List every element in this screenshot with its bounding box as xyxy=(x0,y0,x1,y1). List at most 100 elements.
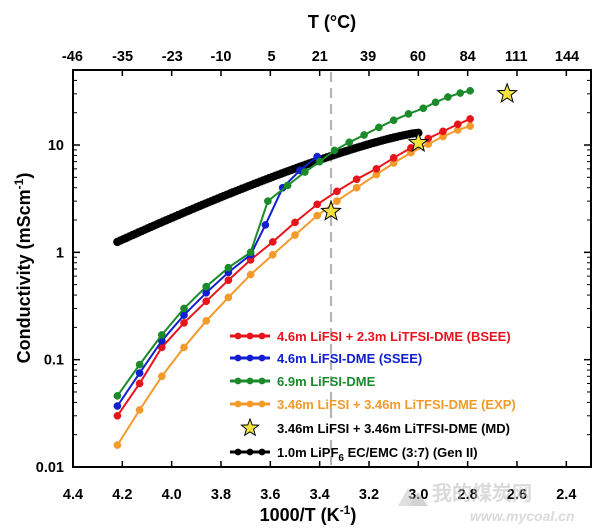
x-tick-label: 2.8 xyxy=(458,487,478,503)
y-tick-label: 0.01 xyxy=(36,460,64,476)
top-tick-label: 84 xyxy=(460,49,476,65)
series-point xyxy=(113,402,122,410)
series-point xyxy=(333,187,341,196)
watermark: 我的煤炭网 www.mycoal.cn xyxy=(398,481,575,524)
x-tick-label: 4.0 xyxy=(162,487,182,503)
series-point xyxy=(180,343,188,352)
series-point xyxy=(113,411,122,420)
series-line xyxy=(116,155,318,407)
series-point xyxy=(431,98,440,107)
series-point xyxy=(466,86,474,95)
series-point xyxy=(224,263,233,272)
series-point xyxy=(135,379,144,388)
plot-frame xyxy=(72,69,592,468)
series-point xyxy=(202,297,211,306)
series-point xyxy=(113,392,122,400)
md-star-point xyxy=(496,82,518,104)
series-point xyxy=(456,89,465,97)
legend-marker xyxy=(258,400,266,408)
series-point xyxy=(224,293,233,302)
series-point xyxy=(268,238,277,246)
series-point xyxy=(333,197,341,205)
x-axis-title: 1000/T (K-1) xyxy=(260,503,357,525)
legend-marker xyxy=(234,332,242,340)
x-axis-title-tail: ) xyxy=(350,505,356,525)
series-point xyxy=(345,138,354,147)
legend-marker xyxy=(258,332,266,340)
x-tick-label: 3.8 xyxy=(211,487,231,503)
series-point xyxy=(330,146,339,155)
y-tick-label: 0.1 xyxy=(44,353,64,369)
y-tick-label: 1 xyxy=(56,245,64,261)
series-point xyxy=(283,181,292,190)
data-series xyxy=(113,86,474,449)
series-point xyxy=(202,316,211,325)
legend-label: 3.46m LiFSI + 3.46m LiTFSI-DME (EXP) xyxy=(277,397,516,412)
legend-label: 3.46m LiFSI + 3.46m LiTFSI-DME (MD) xyxy=(277,421,510,436)
legend-marker xyxy=(258,448,266,456)
legend-label: 1.0m LiPF6 EC/EMC (3:7) (Gen II) xyxy=(277,445,478,464)
series-0 xyxy=(113,115,474,420)
legend-marker xyxy=(258,354,266,362)
series-1 xyxy=(113,152,322,410)
legend-label: 4.6m LiFSI + 2.3m LiTFSI-DME (BSEE) xyxy=(277,329,511,344)
md-stars xyxy=(320,82,518,221)
series-2 xyxy=(113,86,474,400)
series-point xyxy=(291,218,299,227)
legend-label: 4.6m LiFSI-DME (SSEE) xyxy=(277,351,422,366)
series-point xyxy=(202,282,211,291)
legend-marker xyxy=(234,377,242,385)
x-tick-label: 3.6 xyxy=(260,487,280,503)
series-point xyxy=(453,120,462,129)
series-point xyxy=(313,211,322,220)
series-point xyxy=(389,116,398,125)
series-point xyxy=(404,110,413,118)
top-tick-label: -10 xyxy=(210,49,231,65)
y-axis-title-sup: -1 xyxy=(12,178,26,189)
legend-marker xyxy=(246,377,254,385)
md-star-point xyxy=(407,131,430,152)
legend-marker xyxy=(246,354,254,362)
series-point xyxy=(352,183,361,192)
legend-marker xyxy=(234,400,242,408)
series-gen-ii xyxy=(113,128,423,247)
series-point xyxy=(135,360,144,369)
top-tick-label: -23 xyxy=(162,49,183,65)
watermark-title: 我的煤炭网 xyxy=(432,481,532,505)
series-point xyxy=(113,441,122,449)
x-tick-label: 3.4 xyxy=(310,487,330,503)
axis-ticks: 4.44.24.03.83.63.43.23.02.82.62.4-46-35-… xyxy=(36,49,591,503)
series-point xyxy=(301,168,309,176)
series-point xyxy=(224,276,233,285)
x-tick-label: 4.4 xyxy=(63,487,83,503)
y-axis-title: Conductivity (mScm-1) xyxy=(12,173,34,364)
series-line xyxy=(116,89,471,397)
watermark-url: www.mycoal.cn xyxy=(470,508,575,524)
series-point xyxy=(372,164,381,173)
series-point xyxy=(444,93,452,101)
series-point xyxy=(352,175,361,184)
y-axis-title-main: Conductivity (mScm xyxy=(14,189,34,363)
x-axis-title-sup: -1 xyxy=(340,503,351,517)
top-tick-label: 21 xyxy=(312,49,328,65)
series-point xyxy=(360,131,368,139)
series-point xyxy=(157,331,166,339)
series-point xyxy=(439,127,447,136)
series-point xyxy=(261,221,270,229)
legend-star-icon xyxy=(240,417,260,437)
series-point xyxy=(315,157,324,166)
series-point xyxy=(135,369,144,377)
series-point xyxy=(389,153,398,162)
series-line xyxy=(116,117,471,417)
top-tick-label: -35 xyxy=(112,49,133,65)
series-point xyxy=(180,304,188,313)
legend-marker xyxy=(234,448,242,456)
series-point xyxy=(466,122,474,130)
top-tick-label: 111 xyxy=(505,49,528,65)
y-axis-title-tail: ) xyxy=(14,173,34,179)
md-star-point xyxy=(320,200,342,221)
top-axis-title: T (°C) xyxy=(308,12,356,32)
x-tick-label: 2.6 xyxy=(507,487,527,503)
x-tick-label: 3.2 xyxy=(359,487,379,503)
